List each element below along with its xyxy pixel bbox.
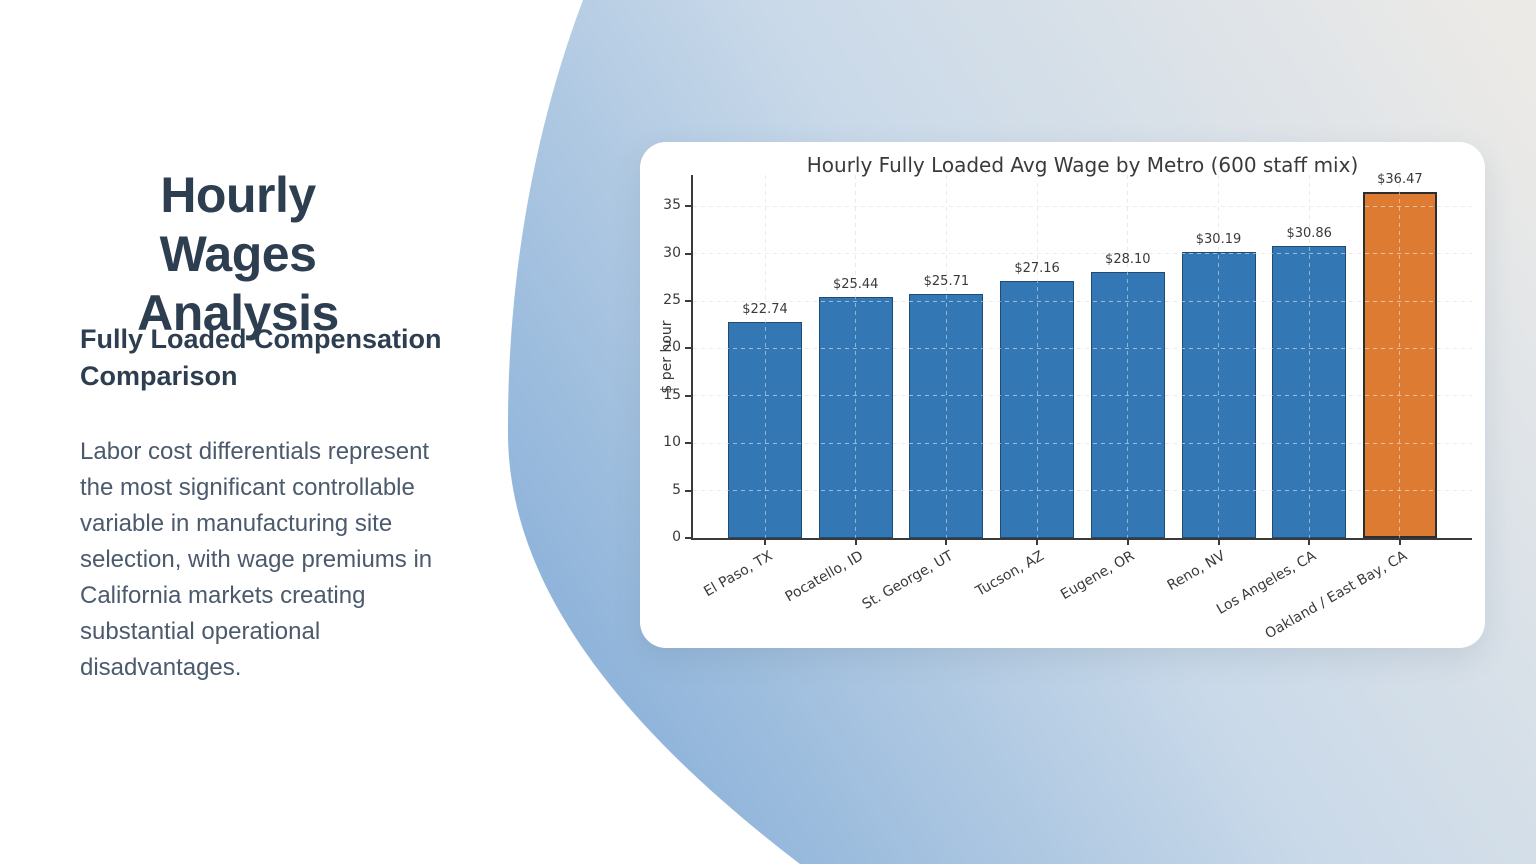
x-tick-mark bbox=[1217, 540, 1220, 545]
h-gridline-overlay bbox=[693, 253, 1472, 255]
bar bbox=[1090, 271, 1165, 538]
x-tick-mark bbox=[945, 540, 948, 545]
v-gridline-overlay bbox=[855, 175, 857, 538]
v-gridline-overlay bbox=[1399, 175, 1401, 538]
x-tick-mark bbox=[1398, 540, 1401, 545]
x-tick-label: St. George, UT bbox=[860, 548, 957, 613]
y-tick-mark bbox=[685, 252, 691, 255]
bar-value-label: $28.10 bbox=[1105, 251, 1151, 267]
bar-value-label: $30.86 bbox=[1286, 225, 1332, 241]
x-tick-label: Tucson, AZ bbox=[973, 548, 1048, 600]
page-title-line2: Analysis bbox=[137, 285, 339, 341]
bar-value-label: $25.44 bbox=[832, 276, 879, 292]
h-gridline-overlay bbox=[693, 395, 1472, 397]
bar-value-label: $36.47 bbox=[1377, 172, 1423, 188]
x-tick-mark bbox=[1308, 540, 1311, 545]
y-tick-mark bbox=[685, 489, 691, 492]
chart-plot-area: $ per hour 0 5 10 15 20 25 30 35 $22.74 El Paso, … bbox=[659, 172, 1472, 642]
y-tick-label: 0 bbox=[672, 529, 681, 545]
y-tick-label: 15 bbox=[663, 386, 681, 403]
y-tick-label: 25 bbox=[663, 292, 681, 309]
page-title: Hourly Wages Analysis bbox=[78, 166, 398, 343]
section-subtitle: Fully Loaded Compensation Comparison bbox=[80, 324, 442, 391]
y-tick-mark bbox=[685, 537, 691, 539]
h-gridline-overlay bbox=[693, 300, 1472, 302]
y-tick-label: 20 bbox=[663, 339, 681, 356]
bar-value-label: $30.19 bbox=[1195, 231, 1242, 247]
x-tick-label: Reno, NV bbox=[1164, 548, 1229, 594]
y-tick-label: 30 bbox=[663, 244, 681, 261]
h-gridline-overlay bbox=[693, 347, 1472, 349]
y-tick-label: 5 bbox=[672, 481, 681, 498]
bar bbox=[818, 296, 893, 538]
v-gridline-overlay bbox=[1218, 175, 1219, 538]
h-gridline-overlay bbox=[693, 442, 1472, 444]
x-tick-label: Pocatello, ID bbox=[782, 548, 866, 606]
x-tick-mark bbox=[1126, 540, 1129, 545]
y-axis-spine bbox=[691, 175, 693, 540]
x-tick-mark bbox=[764, 540, 766, 545]
v-gridline-overlay bbox=[1308, 175, 1310, 538]
bar bbox=[909, 294, 984, 538]
x-tick-mark bbox=[854, 540, 857, 545]
y-tick-mark bbox=[685, 300, 691, 303]
chart-card: Hourly Fully Loaded Avg Wage by Metro (6… bbox=[640, 142, 1485, 648]
bar-value-label: $22.74 bbox=[742, 302, 788, 318]
bar-value-label: $25.71 bbox=[923, 274, 970, 290]
v-gridline-overlay bbox=[1036, 175, 1038, 538]
x-tick-label: Eugene, OR bbox=[1058, 548, 1138, 604]
bar bbox=[1000, 280, 1075, 538]
bar-highlighted bbox=[1362, 192, 1437, 538]
body-paragraph: Labor cost differentials represent the m… bbox=[80, 438, 433, 681]
bar bbox=[728, 322, 802, 538]
x-tick-mark bbox=[1036, 540, 1039, 545]
v-gridline-overlay bbox=[945, 175, 947, 538]
bar bbox=[1272, 245, 1347, 538]
y-tick-mark bbox=[685, 442, 691, 445]
bar-value-label: $27.16 bbox=[1014, 260, 1060, 276]
page-title-line1: Hourly Wages bbox=[159, 167, 317, 282]
chart-title: Hourly Fully Loaded Avg Wage by Metro (6… bbox=[806, 153, 1359, 177]
y-tick-mark bbox=[685, 347, 691, 350]
y-tick-label: 10 bbox=[663, 434, 681, 451]
x-axis-spine bbox=[691, 538, 1472, 540]
h-gridline-overlay bbox=[693, 205, 1472, 207]
v-gridline-overlay bbox=[1127, 175, 1129, 538]
y-tick-mark bbox=[685, 394, 691, 397]
y-tick-mark bbox=[685, 205, 691, 208]
y-tick-label: 35 bbox=[663, 197, 681, 214]
h-gridline-overlay bbox=[693, 490, 1472, 492]
x-tick-label: El Paso, TX bbox=[700, 548, 775, 601]
v-gridline-overlay bbox=[764, 175, 766, 538]
